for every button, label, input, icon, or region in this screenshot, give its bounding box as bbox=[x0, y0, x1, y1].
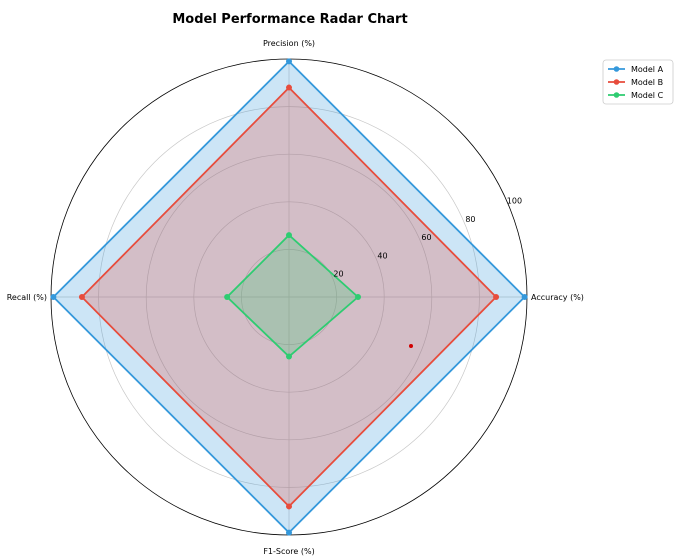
tick-label-100: 100 bbox=[507, 197, 522, 206]
series-point-2-2 bbox=[224, 294, 231, 300]
axis-label-0: Accuracy (%) bbox=[531, 293, 584, 302]
series-point-2-3 bbox=[286, 353, 292, 360]
stray-marker bbox=[409, 344, 413, 348]
series-point-0-0 bbox=[521, 294, 528, 300]
axis-label-1: Precision (%) bbox=[263, 39, 315, 48]
series-point-1-2 bbox=[78, 294, 85, 300]
radar-series bbox=[50, 58, 528, 536]
legend-label-2: Model C bbox=[631, 91, 664, 100]
series-point-1-0 bbox=[493, 294, 500, 300]
tick-label-20: 20 bbox=[333, 269, 343, 278]
legend-box bbox=[602, 59, 674, 105]
legend: Model A Model B Model C bbox=[602, 59, 674, 105]
series-point-0-1 bbox=[286, 58, 292, 65]
axis-label-2: Recall (%) bbox=[7, 293, 47, 302]
tick-label-60: 60 bbox=[421, 233, 431, 242]
legend-label-1: Model B bbox=[631, 78, 663, 87]
tick-label-40: 40 bbox=[377, 251, 387, 260]
legend-marker-1 bbox=[613, 79, 620, 85]
series-point-2-1 bbox=[286, 232, 292, 239]
series-point-1-1 bbox=[286, 84, 292, 91]
series-point-0-2 bbox=[50, 294, 57, 300]
series-point-0-3 bbox=[286, 529, 292, 536]
legend-marker-0 bbox=[613, 66, 620, 72]
axis-label-3: F1-Score (%) bbox=[263, 547, 314, 556]
radial-tick-labels: 20 40 60 80 100 bbox=[333, 197, 522, 279]
axis-labels: Accuracy (%) Precision (%) Recall (%) F1-Sc… bbox=[7, 39, 584, 556]
series-point-1-3 bbox=[286, 503, 292, 510]
tick-label-80: 80 bbox=[465, 215, 475, 224]
chart-title: Model Performance Radar Chart bbox=[172, 12, 407, 27]
series-point-2-0 bbox=[355, 294, 362, 300]
legend-marker-2 bbox=[613, 92, 620, 98]
legend-label-0: Model A bbox=[631, 65, 664, 74]
